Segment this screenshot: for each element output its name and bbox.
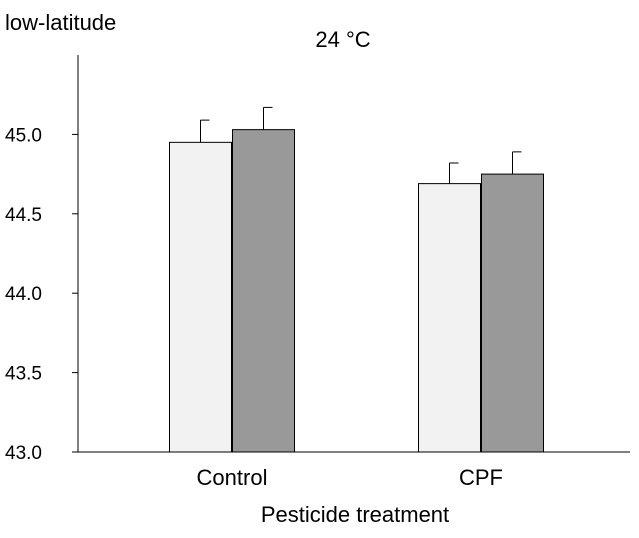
y-tick-label-4: 45.0 [5,125,42,146]
x-tick-label-cpf: CPF [459,465,503,490]
corner-label: low-latitude [5,10,116,35]
chart-title: 24 °C [315,27,370,52]
bar-control-series-1 [169,141,232,453]
bar-cpf-series-2 [481,173,544,453]
y-tick-label-2: 44.0 [5,284,42,305]
y-tick-label-1: 43.5 [5,364,42,385]
x-tick-label-control: Control [197,465,268,490]
bar-control-series-2 [232,129,295,453]
plot-area: 43.0 43.5 44.0 44.5 45.0 Control CPF [5,55,630,490]
x-axis-label: Pesticide treatment [261,502,449,527]
bar-cpf-series-1 [418,183,481,453]
y-tick-label-0: 43.0 [5,443,42,464]
y-tick-label-3: 44.5 [5,205,42,226]
